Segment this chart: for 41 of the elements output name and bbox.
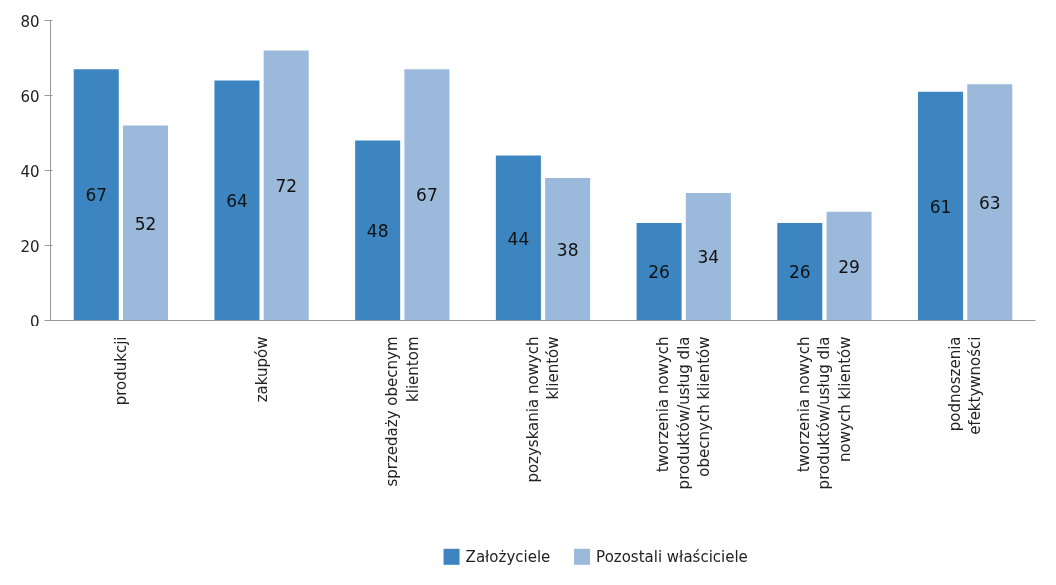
x-tick-label: podnoszenia efektywności <box>945 336 985 435</box>
data-label: 52 <box>134 213 157 234</box>
data-label: 44 <box>507 228 530 249</box>
bar <box>777 223 823 321</box>
x-tick-label: sprzedaży obecnym klientom <box>382 336 422 487</box>
data-label: 48 <box>366 221 389 241</box>
bar <box>355 140 401 321</box>
bar <box>214 80 260 321</box>
x-tick-label: produkcji <box>111 336 130 406</box>
data-label: 63 <box>978 192 1001 213</box>
legend-label: Założyciele <box>465 547 551 566</box>
legend-label: Pozostali właściciele <box>596 547 748 566</box>
x-tick-label: tworzenia nowych produktów/usług dla nowych klientów <box>794 336 855 490</box>
bar <box>918 91 964 321</box>
y-tick-label: 60 <box>20 87 40 106</box>
data-label: 67 <box>85 185 108 206</box>
bar <box>685 193 731 321</box>
data-label: 61 <box>929 196 952 217</box>
data-label: 64 <box>226 191 248 211</box>
bar <box>495 155 541 321</box>
bar <box>636 223 682 321</box>
bar <box>967 84 1013 321</box>
data-label: 29 <box>838 256 860 277</box>
data-label: 34 <box>697 247 720 268</box>
y-tick-label: 80 <box>20 12 40 31</box>
bar <box>545 178 591 321</box>
x-tick-label: pozyskania nowych klientów <box>523 336 563 483</box>
y-tick-label: 0 <box>29 312 40 331</box>
data-label: 26 <box>788 262 811 283</box>
bar <box>404 69 450 321</box>
bar <box>263 50 309 321</box>
bar <box>826 211 872 321</box>
y-tick-label: 20 <box>20 237 40 256</box>
data-label: 38 <box>556 239 579 260</box>
x-tick-label: zakupów <box>252 336 271 403</box>
bar <box>73 69 119 321</box>
data-label: 26 <box>648 262 670 283</box>
data-label: 67 <box>416 185 438 206</box>
y-tick-label: 40 <box>20 162 40 181</box>
data-label: 72 <box>275 176 298 196</box>
bar <box>122 125 168 321</box>
